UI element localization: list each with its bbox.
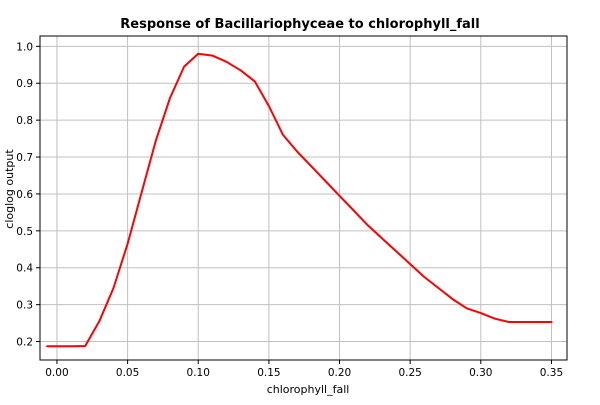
x-tick-label: 0.10: [187, 367, 210, 379]
plot-frame: [39, 35, 568, 361]
x-tick-label: 0.05: [116, 367, 139, 379]
y-axis-label: cloglog output: [3, 149, 16, 229]
y-tick-label: 0.6: [16, 189, 33, 201]
y-tick-label: 0.8: [16, 115, 33, 127]
x-tick-label: 0.35: [540, 367, 563, 379]
x-tick-label: 0.25: [398, 367, 421, 379]
y-tick-label: 0.7: [16, 152, 33, 164]
series-layer: [46, 52, 553, 348]
y-tick-label: 0.3: [16, 300, 33, 312]
y-tick-label: 0.5: [16, 226, 33, 238]
y-tick-label: 0.9: [16, 78, 33, 90]
x-tick-label: 0.20: [328, 367, 351, 379]
x-tick-label: 0.15: [257, 367, 280, 379]
axis-ticks: 0.00 0.05 0.10 0.15 0.20 0.25 0.30 0.35 0.2 0.3 0.…: [16, 41, 563, 379]
chart-title: Response of Bacillariophyceae to chlorop…: [120, 17, 479, 32]
x-tick-label: 0.30: [469, 367, 492, 379]
y-tick-label: 0.2: [16, 337, 33, 349]
x-axis-label: chlorophyll_fall: [267, 383, 350, 396]
x-tick-label: 0.00: [45, 367, 68, 379]
y-tick-label: 1.0: [16, 41, 33, 53]
series-line-0: [46, 52, 553, 348]
gridlines: [40, 36, 567, 360]
y-tick-label: 0.4: [16, 263, 33, 275]
